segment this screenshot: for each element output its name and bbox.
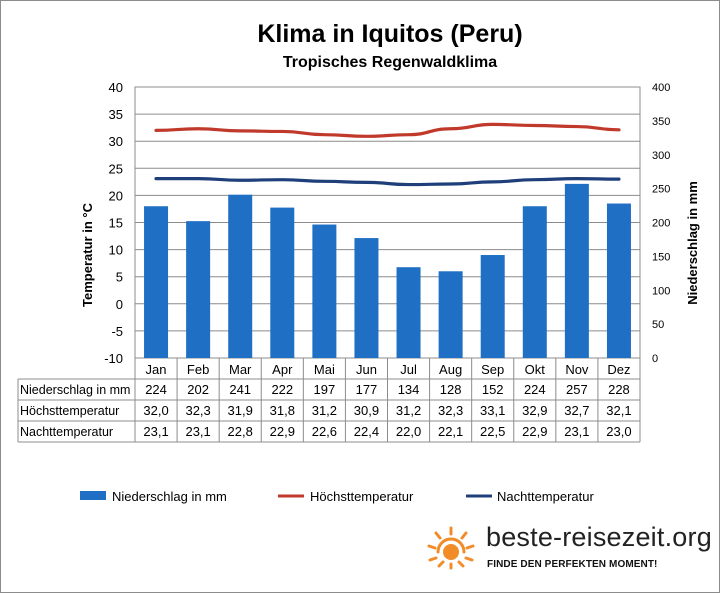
y-right-tick-label: 350 bbox=[652, 116, 670, 128]
table-cell: 23,0 bbox=[606, 424, 631, 439]
y-left-tick-label: 35 bbox=[109, 107, 123, 122]
table-cell: 22,4 bbox=[354, 424, 379, 439]
table-cell: 197 bbox=[314, 382, 336, 397]
table-cell: 32,3 bbox=[185, 403, 210, 418]
y-left-tick-label: -5 bbox=[111, 324, 123, 339]
table-cell: 134 bbox=[398, 382, 420, 397]
table-cell: 22,5 bbox=[480, 424, 505, 439]
precip-bar bbox=[606, 203, 631, 358]
y-right-tick-label: 100 bbox=[652, 285, 670, 297]
precip-bar bbox=[354, 238, 379, 358]
table-cell: 32,1 bbox=[606, 403, 631, 418]
precip-bar bbox=[522, 206, 547, 358]
table-cell: 128 bbox=[440, 382, 462, 397]
table-cell: 22,8 bbox=[228, 424, 253, 439]
site-tagline: FINDE DEN PERFEKTEN MOMENT! bbox=[487, 559, 658, 570]
x-category-label: Mar bbox=[229, 362, 252, 377]
y-left-tick-label: 5 bbox=[116, 270, 123, 285]
legend-label-min: Nachttemperatur bbox=[497, 489, 594, 504]
max-temp-line bbox=[154, 122, 621, 138]
y-right-tick-label: 250 bbox=[652, 184, 670, 196]
table-cell: 257 bbox=[566, 382, 588, 397]
min-temp-line bbox=[154, 176, 621, 187]
site-name: beste-reisezeit.org bbox=[486, 522, 712, 552]
y-right-tick-label: 150 bbox=[652, 251, 670, 263]
chart-subtitle: Tropisches Regenwaldklima bbox=[282, 54, 498, 71]
y-left-tick-label: 30 bbox=[109, 134, 123, 149]
table-cell: 31,2 bbox=[396, 403, 421, 418]
precip-bar bbox=[564, 183, 589, 358]
y-left-tick-label: 25 bbox=[109, 161, 123, 176]
precip-bar bbox=[270, 207, 295, 358]
table-cell: 22,6 bbox=[312, 424, 337, 439]
y-left-tick-label: 10 bbox=[109, 243, 123, 258]
table-cell: 224 bbox=[145, 382, 167, 397]
precip-bar bbox=[396, 267, 421, 358]
y-left-axis-label: Temperatur in °C bbox=[80, 202, 95, 307]
y-right-tick-label: 200 bbox=[652, 218, 670, 230]
table-cell: 23,1 bbox=[143, 424, 168, 439]
y-right-tick-label: 400 bbox=[652, 82, 670, 94]
table-cell: 22,9 bbox=[270, 424, 295, 439]
table-cell: 22,1 bbox=[438, 424, 463, 439]
precip-bar bbox=[144, 206, 169, 358]
x-category-label: Aug bbox=[439, 362, 462, 377]
table-cell: 224 bbox=[524, 382, 546, 397]
y-right-tick-label: 0 bbox=[652, 353, 658, 365]
precip-bar bbox=[312, 224, 337, 358]
table-cell: 23,1 bbox=[185, 424, 210, 439]
legend-label-max: Höchsttemperatur bbox=[310, 489, 414, 504]
table-cell: 152 bbox=[482, 382, 504, 397]
table-cell: 30,9 bbox=[354, 403, 379, 418]
y-right-axis-label: Niederschlag in mm bbox=[685, 181, 700, 305]
table-cell: 177 bbox=[356, 382, 378, 397]
legend-swatch-precip bbox=[80, 491, 106, 500]
table-cell: 32,3 bbox=[438, 403, 463, 418]
x-category-label: Jun bbox=[356, 362, 377, 377]
y-left-tick-label: -10 bbox=[104, 351, 123, 366]
x-category-label: Mai bbox=[314, 362, 335, 377]
table-cell: 31,9 bbox=[228, 403, 253, 418]
y-left-tick-label: 40 bbox=[109, 80, 123, 95]
table-cell: 32,7 bbox=[564, 403, 589, 418]
table-cell: 23,1 bbox=[564, 424, 589, 439]
table-cell: 32,9 bbox=[522, 403, 547, 418]
table-cell: 31,8 bbox=[270, 403, 295, 418]
x-category-label: Nov bbox=[565, 362, 589, 377]
y-left-tick-label: 15 bbox=[109, 216, 123, 231]
y-right-tick-label: 300 bbox=[652, 150, 670, 162]
precip-bar bbox=[480, 255, 505, 358]
x-category-label: Okt bbox=[525, 362, 546, 377]
table-row-label: Niederschlag in mm bbox=[20, 383, 130, 397]
y-left-tick-label: 0 bbox=[116, 297, 123, 312]
x-category-label: Jan bbox=[146, 362, 167, 377]
table-cell: 22,9 bbox=[522, 424, 547, 439]
table-cell: 33,1 bbox=[480, 403, 505, 418]
x-category-label: Jul bbox=[400, 362, 417, 377]
table-row-label: Nachttemperatur bbox=[20, 425, 113, 439]
x-category-label: Dez bbox=[607, 362, 630, 377]
table-cell: 22,0 bbox=[396, 424, 421, 439]
table-cell: 228 bbox=[608, 382, 630, 397]
chart-title: Klima in Iquitos (Peru) bbox=[257, 20, 523, 48]
legend-label-precip: Niederschlag in mm bbox=[112, 489, 227, 504]
y-left-tick-label: 20 bbox=[109, 188, 123, 203]
table-cell: 222 bbox=[271, 382, 293, 397]
x-category-label: Feb bbox=[187, 362, 209, 377]
precip-bar bbox=[438, 271, 463, 358]
precip-bar bbox=[186, 221, 211, 358]
sun-logo-icon bbox=[426, 524, 476, 575]
table-cell: 31,2 bbox=[312, 403, 337, 418]
x-category-label: Sep bbox=[481, 362, 504, 377]
table-cell: 241 bbox=[229, 382, 251, 397]
table-row-label: Höchsttemperatur bbox=[20, 404, 119, 418]
y-right-tick-label: 50 bbox=[652, 319, 664, 331]
table-cell: 32,0 bbox=[143, 403, 168, 418]
x-category-label: Apr bbox=[272, 362, 293, 377]
table-cell: 202 bbox=[187, 382, 209, 397]
precip-bar bbox=[228, 194, 253, 358]
